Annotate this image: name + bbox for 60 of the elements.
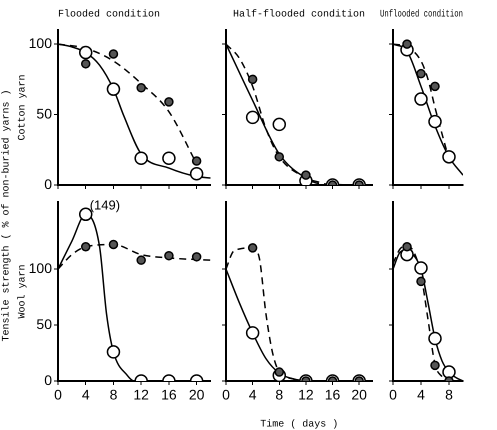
point (248, 74, 258, 84)
x-axis-title: Time ( days ) (260, 418, 338, 430)
x-tick-label: 0 (389, 386, 398, 402)
x-tick-label: 16 (324, 386, 341, 402)
x-tick-label: 20 (188, 386, 205, 402)
y-tick-label: 0 (44, 176, 52, 192)
point (430, 82, 440, 92)
x-tick-label: 8 (110, 386, 118, 402)
point (108, 49, 118, 59)
point (164, 97, 174, 107)
text: Tensile strength ( % of non-buried yarns ) (2, 88, 13, 342)
x-tick-label: 8 (275, 386, 284, 402)
y-tick-label: 0 (44, 372, 52, 388)
point (134, 151, 148, 165)
x-tick-label: 4 (248, 386, 257, 402)
point (442, 365, 456, 379)
point (106, 82, 120, 96)
point (414, 92, 428, 106)
point (80, 59, 90, 69)
point (192, 252, 202, 262)
y-axis-title: Cotton yarn (18, 74, 29, 141)
data-label: (149) (90, 197, 120, 212)
x-tick-label: 0 (222, 386, 230, 402)
point (190, 166, 204, 180)
point (416, 276, 426, 286)
point (416, 68, 426, 78)
point (428, 114, 442, 128)
y-tick-label: 50 (36, 316, 52, 332)
point (192, 156, 202, 166)
point (414, 261, 428, 275)
x-tick-label: 4 (82, 386, 90, 402)
x-tick-label: 12 (298, 386, 314, 402)
x-tick-label: 8 (445, 386, 454, 402)
point (136, 255, 146, 265)
point (272, 118, 286, 132)
y-tick-label: 50 (36, 105, 52, 122)
point (108, 240, 118, 250)
chart-title: Unflooded condition (380, 8, 463, 20)
x-tick-label: 16 (161, 386, 177, 402)
point (80, 242, 90, 252)
point (430, 360, 440, 370)
chart-title: Half-flooded condition (232, 8, 366, 21)
point (78, 46, 92, 60)
y-tick-label: 100 (28, 260, 52, 276)
x-tick-label: 0 (54, 386, 62, 402)
chart-title: Flooded condition (58, 8, 160, 21)
point (78, 208, 92, 222)
point (428, 332, 442, 346)
x-tick-label: 12 (133, 386, 150, 402)
point (162, 151, 176, 165)
point (164, 250, 174, 260)
point (402, 39, 412, 49)
y-tick-label: 100 (28, 34, 52, 51)
x-tick-label: 20 (351, 386, 368, 402)
point (402, 242, 412, 252)
point (246, 110, 260, 124)
y-axis-title: Wool yarn (16, 264, 29, 319)
x-tick-label: 4 (417, 386, 426, 402)
point (442, 150, 456, 164)
point (136, 83, 146, 93)
